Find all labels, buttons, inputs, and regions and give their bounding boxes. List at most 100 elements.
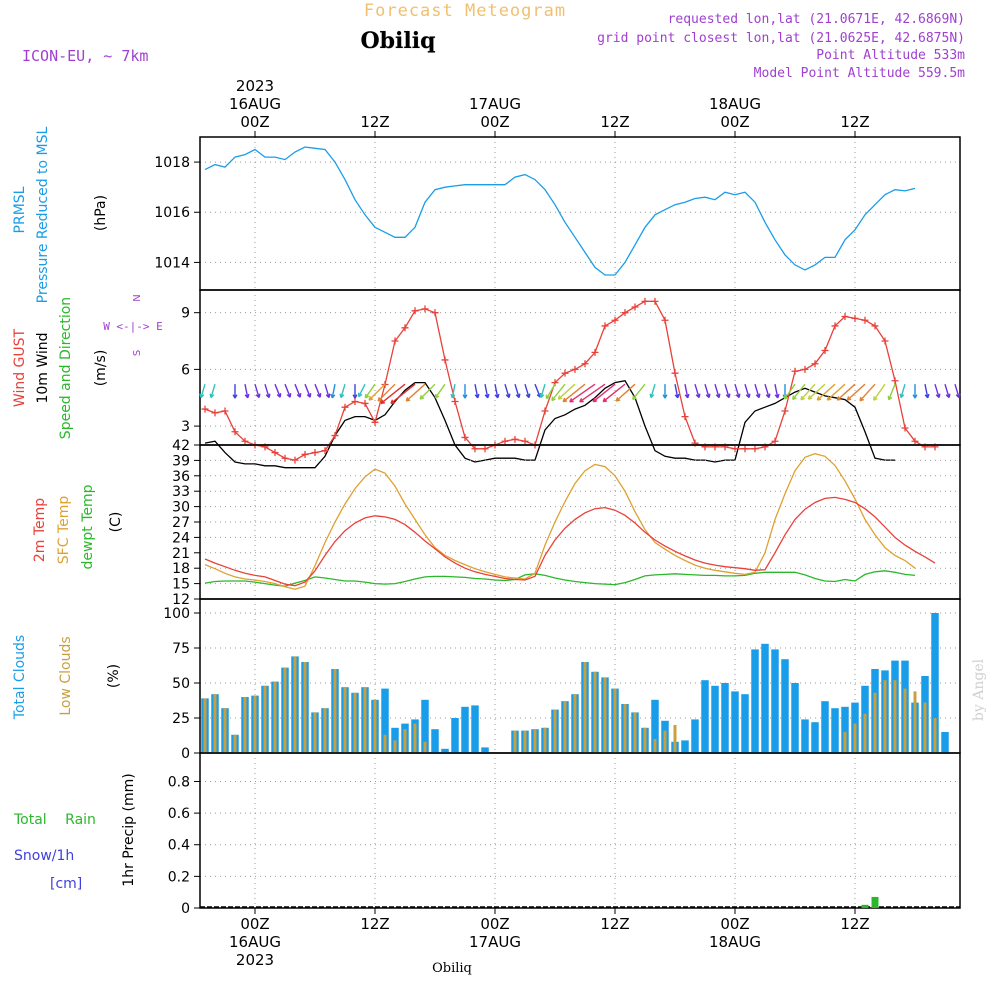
gust-marker — [901, 424, 909, 432]
temp-ytick-label-2: 18 — [172, 561, 190, 577]
total-cloud-bar — [791, 683, 799, 753]
low-cloud-bar — [323, 708, 327, 753]
wind-direction-arrow — [615, 383, 636, 402]
temp-unit-label: (C) — [108, 512, 124, 533]
gust-marker — [811, 360, 819, 368]
wind-direction-arrow — [390, 383, 416, 405]
low-cloud-bar — [923, 702, 927, 753]
gust-marker — [781, 407, 789, 415]
top-time-label: 00Z — [240, 113, 269, 131]
gust-marker — [211, 409, 219, 417]
clouds-ytick-label-4: 100 — [163, 606, 190, 622]
low-cloud-bar — [393, 740, 397, 753]
snow-label: Snow/1h — [14, 848, 74, 864]
wind-speed-line — [204, 379, 895, 469]
precip-unit-label: 1hr Precip (mm) — [121, 773, 137, 886]
low-cloud-bar — [353, 692, 357, 753]
wind-direction-arrow — [754, 383, 761, 399]
gust-marker — [851, 314, 859, 322]
gust-marker — [361, 399, 369, 407]
low-cloud-bar — [913, 691, 917, 753]
precip-ytick-label-2: 0.4 — [168, 838, 190, 854]
gust-marker — [581, 360, 589, 368]
gust-marker — [331, 432, 339, 440]
gust-marker — [341, 403, 349, 411]
low-cloud-bar — [233, 734, 237, 753]
dewpoint-line — [204, 570, 916, 587]
sfc-temp-line — [204, 453, 916, 590]
precip-ytick-label-0: 0 — [181, 901, 190, 917]
wind-direction-arrow — [816, 383, 836, 401]
chart-title: Forecast Meteogram — [364, 1, 566, 21]
gust-marker — [601, 322, 609, 330]
wind-direction-arrow — [557, 383, 576, 400]
top-time-label: 00Z — [720, 113, 749, 131]
pressure-frame — [199, 136, 961, 291]
wind-ytick-label-0: 3 — [181, 419, 190, 435]
total-cloud-bar — [481, 747, 489, 753]
model-altitude: Model Point Altitude 559.5m — [754, 66, 965, 81]
clouds-ytick-label-3: 75 — [172, 641, 190, 657]
low-cloud-bar — [313, 712, 317, 753]
low-cloud-bar — [203, 698, 207, 753]
gust-marker — [511, 435, 519, 443]
compass-s: S — [132, 350, 143, 356]
footer-location: Obiliq — [432, 961, 472, 976]
gust-marker — [791, 367, 799, 375]
gust-marker — [301, 450, 309, 458]
gust-marker — [571, 365, 579, 373]
wind-direction-arrow — [846, 383, 866, 401]
wind-direction-arrow — [434, 383, 446, 399]
temp-ytick-label-10: 42 — [172, 438, 190, 454]
gust-marker — [821, 346, 829, 354]
wind-direction-arrow — [662, 384, 668, 399]
gust-marker — [831, 322, 839, 330]
wind-direction-arrow — [514, 383, 521, 399]
pressure-line — [204, 146, 916, 276]
gust-marker — [651, 297, 659, 305]
temp-2m-label: 2m Temp — [32, 498, 48, 562]
gust-marker — [241, 437, 249, 445]
total-cloud-bar — [431, 729, 439, 753]
wind-direction-arrow — [934, 383, 941, 399]
wind-direction-arrow — [284, 383, 292, 398]
grid-point-coords: grid point closest lon,lat (21.0625E, 42… — [597, 31, 965, 46]
gust-marker — [231, 428, 239, 436]
wind-direction-arrow — [405, 383, 426, 402]
wind-direction-arrow — [314, 383, 322, 398]
clouds-ytick-label-1: 25 — [172, 711, 190, 727]
gust-marker — [591, 348, 599, 356]
gust-marker — [661, 316, 669, 324]
total-cloud-bar — [751, 649, 759, 753]
total-cloud-bar — [701, 680, 709, 753]
total-cloud-bar — [461, 706, 469, 753]
top-time-label: 00Z — [480, 113, 509, 131]
wind-10m-label: 10m Wind — [35, 332, 51, 403]
gust-marker — [451, 398, 459, 406]
wind-direction-arrow — [539, 383, 546, 399]
gust-marker — [391, 337, 399, 345]
gust-marker — [351, 398, 359, 406]
temp-ytick-label-4: 24 — [172, 530, 190, 546]
wind-direction-arrow — [792, 383, 806, 401]
low-cloud-bar — [653, 739, 657, 753]
gust-marker — [431, 309, 439, 317]
low-cloud-bar — [303, 662, 307, 753]
model-label: ICON-EU, ~ 7km — [22, 47, 148, 65]
wind-direction-arrow — [569, 383, 596, 403]
wind-direction-arrow — [368, 383, 386, 401]
low-cloud-bar — [403, 729, 407, 753]
clouds-unit-label: (%) — [106, 664, 122, 688]
low-cloud-bar — [413, 723, 417, 753]
low-clouds-label: Low Clouds — [58, 636, 74, 715]
low-cloud-bar — [273, 681, 277, 753]
wind-direction-arrow — [304, 383, 312, 398]
total-cloud-bar — [471, 705, 479, 753]
wind-direction-arrow — [764, 383, 771, 399]
temp-dewpt-label: dewpt Temp — [80, 484, 96, 569]
pressure-ytick-label-2: 1018 — [154, 155, 190, 171]
low-cloud-bar — [333, 669, 337, 753]
wind-direction-arrow — [450, 384, 456, 399]
total-cloud-bar — [941, 732, 949, 753]
